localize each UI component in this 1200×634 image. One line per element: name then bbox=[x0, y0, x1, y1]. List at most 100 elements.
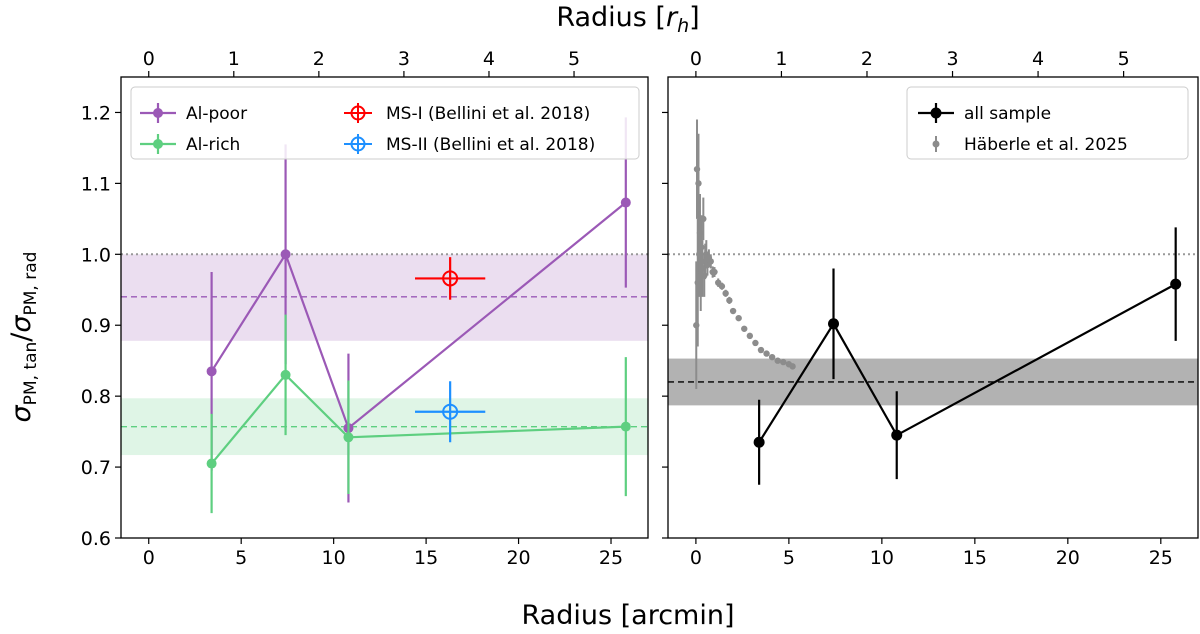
left-xtick-label: 10 bbox=[322, 547, 346, 569]
left-top-xtick-label: 1 bbox=[228, 48, 240, 70]
left-ytick-label: 0.9 bbox=[81, 315, 111, 337]
right-top-xtick-label: 1 bbox=[775, 48, 787, 70]
left-panel: 0 5 10 15 20 25 0 1 2 3 4 5 0.6 0.7 0.8 0.9 1.0 1.1 1.2 Al-… bbox=[81, 48, 649, 569]
right-series-0-point bbox=[828, 318, 840, 330]
right-top-xtick-label: 3 bbox=[946, 48, 958, 70]
left-ytick-label: 1.2 bbox=[81, 102, 111, 124]
y-axis-title-slash: / bbox=[6, 332, 37, 342]
right-series-1-point bbox=[718, 283, 726, 290]
left-legend-label-1: Al-rich bbox=[186, 135, 240, 155]
left-ytick-label: 1.1 bbox=[81, 173, 111, 195]
right-series-0-point bbox=[753, 436, 765, 448]
left-series-1-line bbox=[210, 373, 626, 465]
y-axis-title-sigma-2: σ bbox=[6, 315, 37, 333]
right-xtick-label: 20 bbox=[1056, 547, 1080, 569]
left-top-xtick-label: 5 bbox=[568, 48, 580, 70]
legend-marker bbox=[153, 139, 163, 149]
left-top-xtick-label: 2 bbox=[313, 48, 325, 70]
right-xtick-label: 0 bbox=[690, 547, 702, 569]
left-series-3-point bbox=[442, 403, 459, 420]
right-series-1-point bbox=[763, 350, 770, 357]
right-legend-item-0: all sample bbox=[918, 103, 1051, 124]
right-series-1-point bbox=[774, 357, 781, 364]
left-series-1-point bbox=[206, 458, 217, 469]
right-frame bbox=[667, 76, 1199, 539]
y-axis-title-sub-tan: PM, tan bbox=[21, 342, 41, 406]
y-axis-title-sigma-1: σ bbox=[6, 404, 37, 422]
right-series-1-point bbox=[741, 325, 748, 332]
top-axis-title-prefix: Radius [ bbox=[556, 2, 666, 33]
right-series-1-point bbox=[726, 297, 733, 304]
left-xtick-label: 25 bbox=[599, 547, 623, 569]
left-legend-box bbox=[130, 86, 640, 160]
right-legend: all sample Häberle et al. 2025 bbox=[906, 86, 1189, 160]
left-legend-item-0: Al-poor bbox=[140, 103, 247, 124]
left-series-2-point bbox=[442, 270, 459, 287]
left-frame bbox=[120, 76, 649, 539]
left-ytick-label: 1.0 bbox=[81, 244, 111, 266]
right-panel: 0 5 10 15 20 25 0 1 2 3 4 5 all sample Häberle et al.… bbox=[662, 48, 1199, 569]
left-series-1-point bbox=[620, 421, 631, 432]
left-legend-label-0: Al-poor bbox=[186, 104, 247, 124]
top-axis-title-suffix: ] bbox=[689, 2, 700, 33]
right-top-xtick-label: 5 bbox=[1118, 48, 1130, 70]
right-series-1-point bbox=[768, 353, 776, 361]
legend-marker bbox=[350, 105, 366, 121]
left-top-xtick-label: 3 bbox=[398, 48, 410, 70]
left-top-xtick-label: 0 bbox=[143, 48, 155, 70]
right-xtick-label: 5 bbox=[783, 547, 795, 569]
x-axis-title: Radius [arcmin] bbox=[522, 600, 735, 631]
top-axis-title-sub: h bbox=[677, 15, 689, 37]
right-series-1-point bbox=[757, 346, 765, 354]
right-series-1-point bbox=[735, 314, 742, 322]
right-top-xtick-label: 2 bbox=[861, 48, 873, 70]
right-series-1-point bbox=[722, 290, 729, 297]
y-axis-title-sub-rad: PM, rad bbox=[21, 252, 41, 316]
right-xtick-label: 10 bbox=[870, 547, 894, 569]
left-xtick-label: 0 bbox=[143, 547, 155, 569]
left-series-0-point bbox=[206, 366, 217, 377]
right-series-1-point bbox=[752, 339, 759, 347]
right-series-1-point bbox=[729, 307, 737, 315]
right-legend-item-1: Häberle et al. 2025 bbox=[932, 135, 1128, 155]
left-legend-item-2: MS-I (Bellini et al. 2018) bbox=[344, 103, 590, 124]
right-series-1-point bbox=[707, 258, 714, 265]
right-series-1-point bbox=[789, 363, 796, 370]
right-series-1-point bbox=[695, 180, 702, 187]
left-ytick-label: 0.6 bbox=[81, 528, 111, 550]
legend-marker bbox=[153, 108, 163, 118]
legend-marker bbox=[930, 107, 942, 119]
left-xtick-label: 5 bbox=[235, 547, 247, 569]
y-axis-title: σPM, tan/σPM, rad bbox=[6, 252, 41, 423]
legend-marker bbox=[932, 140, 940, 148]
right-series-0-point bbox=[1170, 278, 1182, 290]
right-series-1-point bbox=[711, 268, 718, 276]
right-xtick-label: 25 bbox=[1149, 547, 1173, 569]
right-series-1-point bbox=[746, 332, 754, 340]
right-top-xtick-label: 0 bbox=[690, 48, 702, 70]
left-series-1-point bbox=[280, 369, 291, 380]
left-legend-item-1: Al-rich bbox=[140, 134, 240, 155]
top-axis-title-var: r bbox=[666, 2, 679, 33]
left-legend-label-2: MS-I (Bellini et al. 2018) bbox=[386, 104, 590, 124]
top-axis-title: Radius [rh] bbox=[556, 2, 699, 37]
right-legend-label-0: all sample bbox=[964, 104, 1051, 124]
left-legend: Al-poor Al-rich MS-I (Bellini et al. 2018)… bbox=[130, 86, 640, 160]
left-legend-item-3: MS-II (Bellini et al. 2018) bbox=[344, 134, 595, 155]
right-series-0-point bbox=[891, 429, 903, 441]
left-series-0-point bbox=[280, 249, 291, 260]
left-series-0-point bbox=[620, 197, 631, 208]
right-series-0-line bbox=[758, 283, 1177, 443]
left-legend-label-3: MS-II (Bellini et al. 2018) bbox=[386, 135, 595, 155]
left-series-1-point bbox=[343, 432, 354, 443]
right-xtick-label: 15 bbox=[963, 547, 987, 569]
left-ytick-label: 0.7 bbox=[81, 457, 111, 479]
left-series-0-line bbox=[210, 201, 627, 430]
right-series-1-point bbox=[780, 358, 787, 366]
right-legend-label-1: Häberle et al. 2025 bbox=[964, 135, 1128, 155]
legend-marker bbox=[350, 136, 366, 152]
left-mean-band-0 bbox=[121, 254, 648, 341]
left-xtick-label: 15 bbox=[414, 547, 438, 569]
left-top-xtick-label: 4 bbox=[483, 48, 495, 70]
